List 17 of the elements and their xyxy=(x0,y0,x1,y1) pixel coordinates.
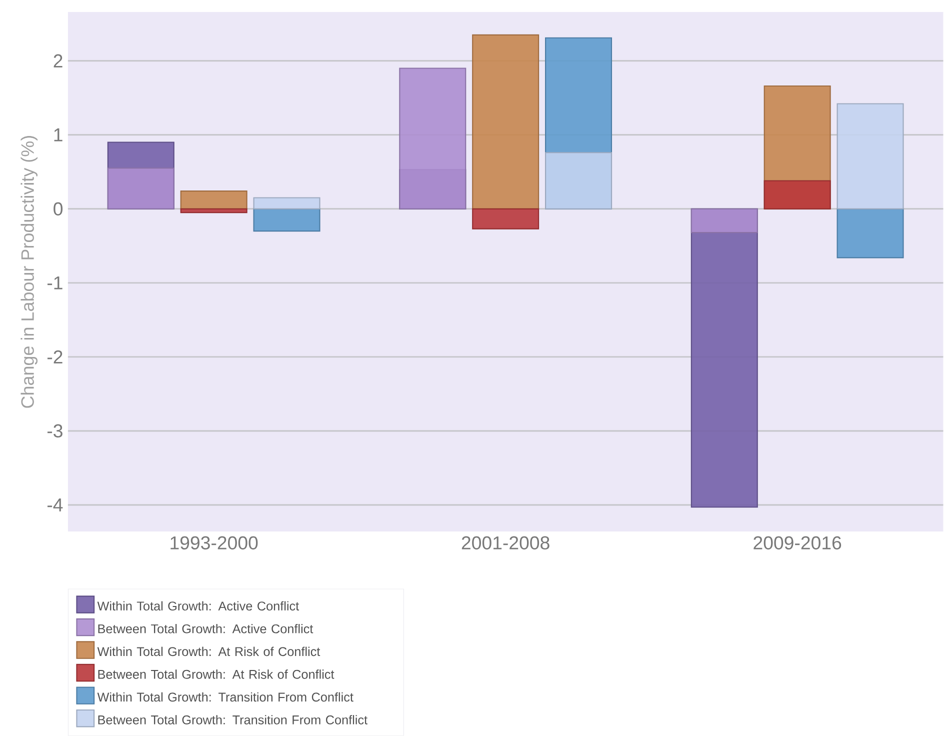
y-tick-label: 1 xyxy=(54,128,62,142)
legend-label: Within Total Growth: Active Conflict xyxy=(97,601,299,611)
x-tick-label: 2009-2016 xyxy=(754,536,842,550)
legend-label: Between Total Growth: Active Conflict xyxy=(98,624,314,634)
y-tick-label: 2 xyxy=(54,54,62,68)
y-tick-label: 0 xyxy=(54,202,63,216)
y-tick-label: -4 xyxy=(47,498,63,512)
y-tick-label: -3 xyxy=(47,424,62,438)
x-tick-label: 1993-2000 xyxy=(170,536,258,550)
legend-label: Between Total Growth: Transition From Conflict xyxy=(98,715,368,724)
x-tick-label: 2001-2008 xyxy=(462,536,550,550)
legend-label: Between Total Growth: At Risk of Conflict xyxy=(98,670,334,679)
legend-label: Within Total Growth: At Risk of Conflict xyxy=(97,646,320,656)
y-tick-label: -2 xyxy=(47,350,62,364)
legend-label: Within Total Growth: Transition From Conflict xyxy=(97,692,354,702)
y-tick-label: -1 xyxy=(47,276,62,290)
y-axis-title: Change in Labour Productivity (%) xyxy=(20,136,38,408)
